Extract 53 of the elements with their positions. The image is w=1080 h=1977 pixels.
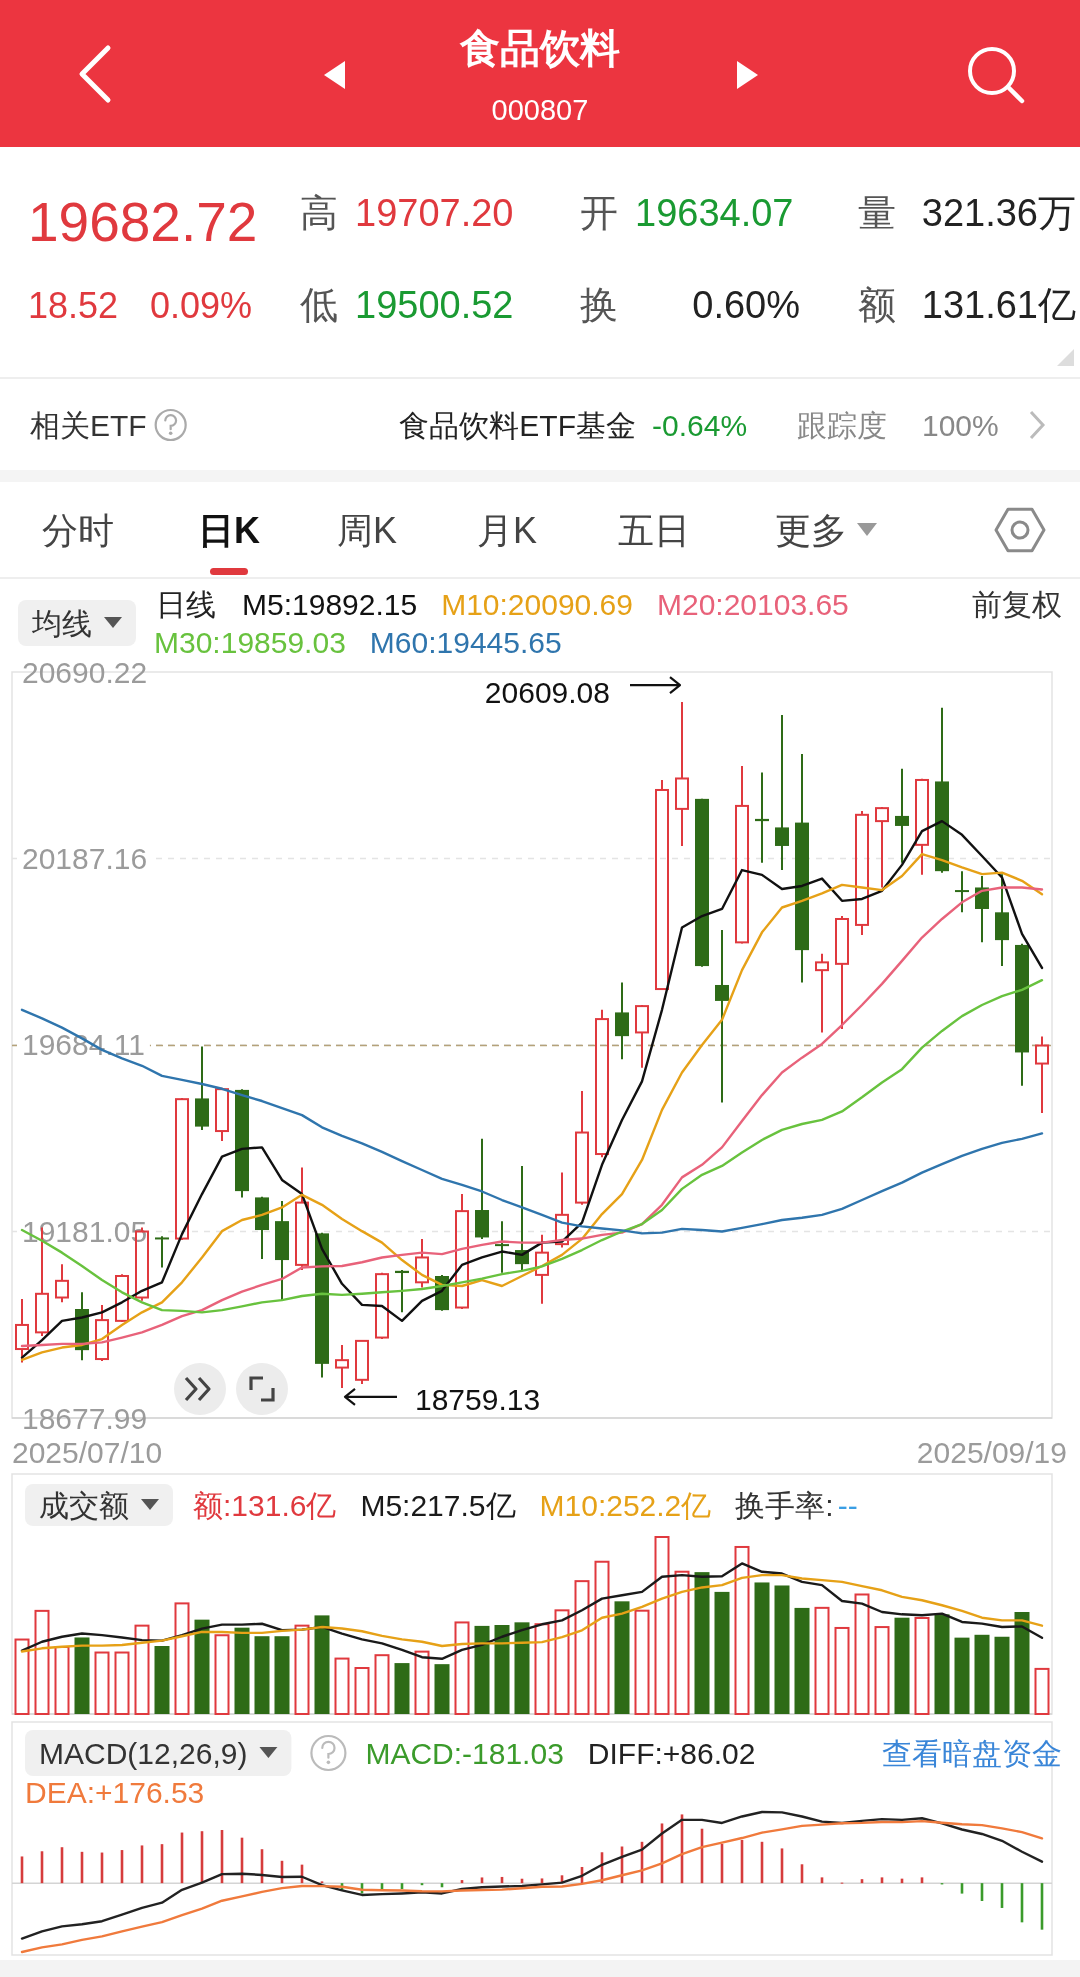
- legend: M10:252.2亿: [539, 1488, 712, 1522]
- text: 19707.20: [355, 192, 514, 234]
- title: 成交额: [39, 1488, 129, 1522]
- annotation: 查看暗盘资金: [882, 1736, 1062, 1770]
- text: 低: [300, 284, 338, 326]
- text: 321.36万: [921, 192, 1076, 234]
- title: 均线: [32, 606, 92, 640]
- text: 相关ETF: [30, 408, 147, 442]
- text: 分时: [42, 509, 114, 551]
- title: 食品饮料: [460, 26, 620, 70]
- subtitle: 日线: [156, 587, 216, 621]
- text: 高: [300, 192, 338, 234]
- text: -0.64%: [652, 408, 748, 442]
- text: 100%: [922, 408, 999, 442]
- text: 18.52: [28, 284, 119, 326]
- legend: M30:19859.03: [154, 625, 346, 659]
- text: 开: [580, 192, 618, 234]
- text: 131.61亿: [921, 284, 1076, 326]
- text: 周K: [337, 509, 397, 551]
- text: 日K: [198, 509, 260, 551]
- text: 19500.52: [355, 284, 514, 326]
- legend: M60:19445.65: [369, 625, 562, 659]
- annotation: 前复权: [972, 587, 1062, 621]
- y-tick-label: 18677.99: [22, 1401, 148, 1435]
- text: 五日: [618, 509, 690, 551]
- text: 量: [858, 192, 896, 234]
- text: 换: [580, 284, 618, 326]
- legend: DEA:+176.53: [25, 1775, 205, 1809]
- annotation: 2025/09/19: [916, 1435, 1067, 1469]
- legend: M5:19892.15: [242, 587, 418, 621]
- legend: MACD:-181.03: [365, 1736, 564, 1770]
- legend: 额:131.6亿: [193, 1488, 337, 1522]
- legend: M20:20103.65: [656, 587, 849, 621]
- annotation: --: [837, 1488, 858, 1522]
- legend: M10:20090.69: [441, 587, 633, 621]
- text: 0.60%: [692, 284, 800, 326]
- text: 月K: [477, 509, 537, 551]
- text: 更多: [775, 509, 847, 551]
- annotation: 换手率:: [735, 1488, 834, 1522]
- legend: M5:217.5亿: [360, 1488, 516, 1522]
- text: 19682.72: [28, 191, 258, 253]
- legend: DIFF:+86.02: [587, 1736, 756, 1770]
- annotation: 2025/07/10: [12, 1435, 163, 1469]
- text: 0.09%: [150, 284, 253, 326]
- text: 食品饮料ETF基金: [399, 408, 636, 442]
- annotation: 20609.08: [484, 675, 610, 709]
- text: 跟踪度: [797, 408, 887, 442]
- subtitle: 000807: [491, 94, 589, 126]
- y-tick-label: 20690.22: [22, 655, 148, 689]
- annotation: 18759.13: [415, 1383, 541, 1417]
- title: MACD(12,26,9): [39, 1736, 248, 1770]
- text: 额: [858, 284, 896, 326]
- text: 19634.07: [635, 192, 794, 234]
